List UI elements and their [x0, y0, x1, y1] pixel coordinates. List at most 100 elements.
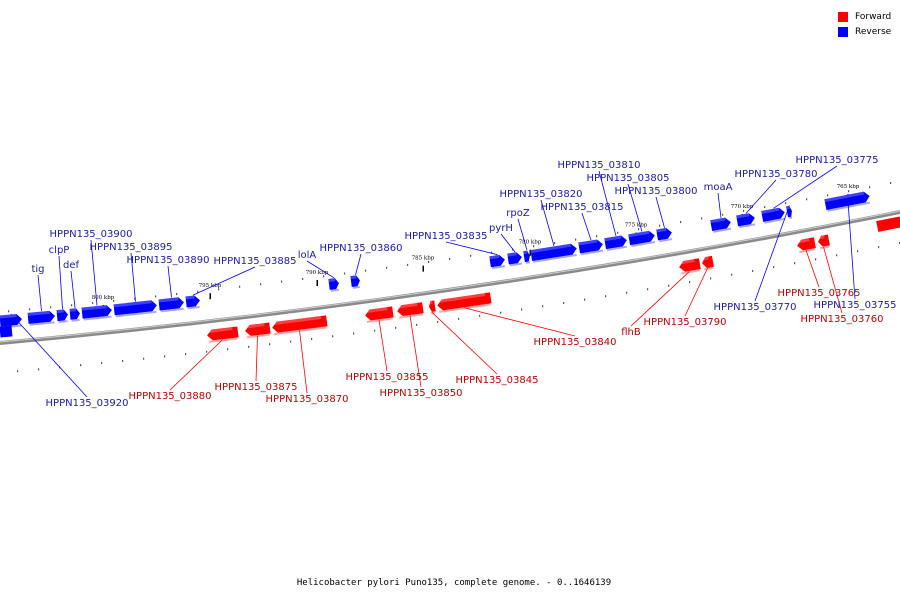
tick-mark — [50, 306, 52, 309]
arrow-highlight — [158, 297, 179, 303]
tick-mark — [521, 308, 523, 311]
tick-mark — [260, 283, 262, 286]
tick-mark — [647, 288, 649, 291]
reverse-arrow — [578, 239, 603, 254]
gene-feature — [113, 300, 157, 318]
gene-feature — [678, 258, 701, 275]
tick-mark — [743, 209, 745, 212]
gene-feature — [656, 227, 673, 243]
tick-mark — [857, 250, 859, 253]
legend-forward: Forward — [838, 9, 898, 24]
arrow-shadow — [430, 311, 436, 315]
leader-line — [37, 274, 42, 312]
tick-mark — [605, 295, 607, 298]
arrow-shadow — [29, 321, 55, 326]
arrow-highlight — [185, 295, 195, 300]
arrow-shadow — [820, 245, 830, 250]
gene-label: HPPN135_03860 — [320, 243, 403, 254]
arrow-shadow — [246, 333, 270, 339]
tick-mark — [764, 206, 766, 209]
tick-mark — [479, 314, 481, 317]
arrow-shadow — [704, 266, 714, 271]
gene-label: HPPN135_03790 — [644, 317, 727, 328]
tick-mark — [542, 305, 544, 308]
gene-feature — [396, 302, 424, 319]
arrow-shadow — [273, 326, 327, 336]
arrow-shadow — [398, 313, 423, 319]
leader-line — [627, 183, 643, 232]
tick-mark — [458, 317, 460, 320]
tick-mark — [638, 228, 640, 231]
leader-line — [517, 218, 528, 251]
tick-mark — [878, 246, 880, 249]
leader-line — [90, 239, 98, 306]
tick-mark — [386, 266, 388, 269]
gene-label: HPPN135_03890 — [127, 255, 210, 266]
arrow-shadow — [764, 217, 786, 224]
arrow-shadow — [115, 310, 157, 318]
gene-label: rpoZ — [506, 208, 530, 219]
tick-mark — [701, 217, 703, 220]
gene-label: tig — [31, 264, 44, 275]
arrow-highlight — [824, 191, 865, 203]
gene-label: HPPN135_03770 — [714, 302, 797, 313]
tick-mark — [374, 329, 376, 332]
legend-reverse: Reverse — [838, 24, 898, 39]
arrow-highlight — [27, 310, 50, 316]
arrow-shadow — [713, 227, 732, 233]
tick-mark — [227, 348, 229, 351]
gene-feature — [364, 306, 394, 323]
arrow-shadow — [799, 248, 816, 254]
scale-tick — [209, 293, 211, 300]
arrow-highlight — [244, 323, 265, 329]
arrow-shadow — [366, 317, 393, 323]
arrow-highlight — [736, 213, 750, 219]
minor-tick-marks — [8, 181, 900, 373]
leader-line — [823, 246, 843, 314]
leader-line — [169, 339, 223, 391]
reverse-arrow — [0, 325, 13, 338]
tick-mark — [491, 251, 493, 254]
legend-forward-label: Forward — [855, 11, 892, 22]
leader-line — [431, 312, 498, 375]
gene-label: HPPN135_03780 — [735, 169, 818, 180]
tick-mark — [71, 304, 73, 307]
arrow-shadow — [509, 262, 523, 267]
arrow-highlight — [56, 309, 64, 314]
gene-label: def — [63, 260, 80, 271]
gene-label: HPPN135_03875 — [215, 382, 298, 393]
leader-line — [500, 233, 516, 253]
tick-mark — [449, 257, 451, 260]
genome-caption: Helicobacter pylori Puno135, complete ge… — [296, 578, 612, 588]
gene-leader-lines — [10, 165, 856, 398]
forward-arrow — [365, 306, 394, 321]
reverse-arrow — [761, 207, 785, 222]
arrow-shadow — [631, 240, 656, 247]
arrow-shadow — [659, 238, 673, 243]
reverse-arrow — [185, 295, 200, 308]
arrow-shadow — [827, 201, 871, 212]
reverse-arrow — [27, 310, 55, 324]
gene-feature-partial — [876, 216, 900, 232]
arrow-highlight — [113, 300, 152, 308]
leader-line — [581, 212, 592, 241]
gene-feature — [271, 315, 328, 336]
gene-feature — [796, 237, 816, 254]
forward-arrow — [797, 237, 816, 251]
arrow-shadow — [71, 318, 80, 322]
tick-mark — [332, 335, 334, 338]
reverse-arrow — [69, 308, 80, 320]
gene-label: HPPN135_03845 — [456, 375, 539, 386]
gene-label: HPPN135_03895 — [90, 242, 173, 253]
tick-mark — [869, 186, 871, 189]
gene-label: HPPN135_03765 — [778, 288, 861, 299]
tick-mark — [155, 295, 157, 298]
gene-label: HPPN135_03820 — [500, 189, 583, 200]
tick-mark — [752, 269, 754, 272]
arrow-highlight — [604, 235, 622, 242]
gene-feature — [530, 243, 577, 263]
arrow-highlight — [271, 315, 322, 326]
forward-arrow — [245, 322, 271, 336]
leader-line — [655, 196, 665, 228]
arrow-shadow — [739, 223, 756, 229]
